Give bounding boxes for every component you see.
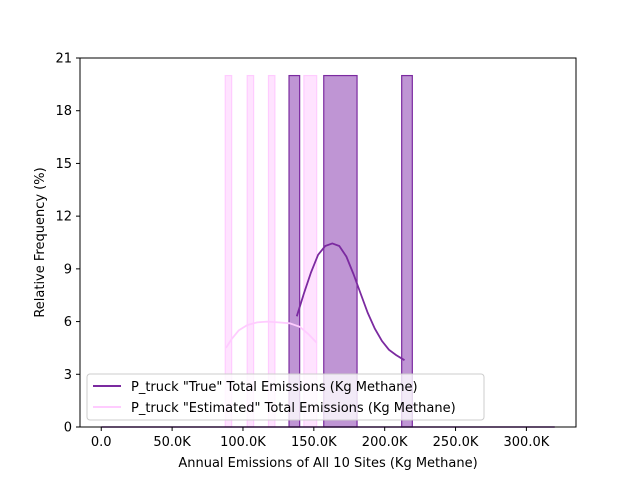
y-tick-label: 3 [64,368,72,383]
y-tick-label: 12 [55,210,72,225]
x-tick-label: 50.0K [153,435,191,450]
legend-estimated-label: P_truck "Estimated" Total Emissions (Kg … [131,401,456,416]
plot-area-frame [79,57,577,428]
x-tick-label: 300.0K [504,435,550,450]
y-tick-label: 15 [55,157,72,172]
y-tick-label: 18 [55,104,72,119]
x-tick-label: 100.0K [220,435,266,450]
kde-curves [225,242,405,361]
x-axis-ticks: 0.0 50.0K 100.0K 150.0K 200.0K 250.0K 300.0K [91,427,550,450]
estimated-kde-line [225,320,318,349]
x-tick-label: 200.0K [362,435,408,450]
x-tick-label: 0.0 [91,435,112,450]
y-tick-label: 6 [64,315,72,330]
legend-true-label: P_truck "True" Total Emissions (Kg Metha… [131,380,418,395]
x-tick-label: 150.0K [291,435,337,450]
x-tick-label: 250.0K [433,435,479,450]
y-tick-label: 9 [64,262,72,277]
legend-box [86,373,485,421]
y-tick-label: 0 [64,421,72,436]
y-axis-label: Relative Frequency (%) [33,167,48,317]
y-axis-ticks: 0 3 6 9 12 15 18 21 [55,52,80,436]
x-axis-label: Annual Emissions of All 10 Sites (Kg Met… [178,456,477,471]
legend: P_truck "True" Total Emissions (Kg Metha… [86,373,485,421]
true-kde-line [295,242,405,361]
y-tick-label: 21 [55,52,72,67]
